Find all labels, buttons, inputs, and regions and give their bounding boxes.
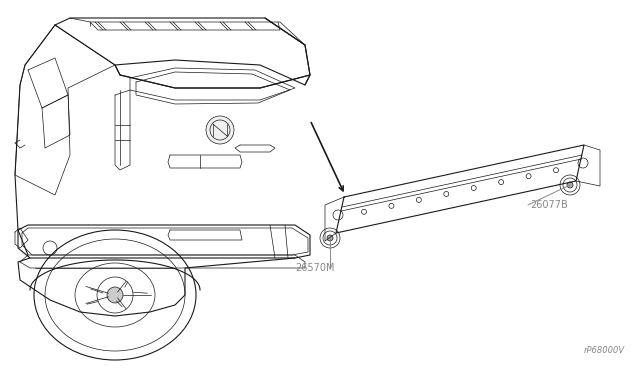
Text: rP68000V: rP68000V bbox=[584, 346, 625, 355]
Text: 26077B: 26077B bbox=[530, 200, 568, 210]
Circle shape bbox=[327, 235, 333, 241]
Circle shape bbox=[567, 182, 573, 188]
Text: 26570M: 26570M bbox=[295, 263, 335, 273]
Circle shape bbox=[206, 116, 234, 144]
Circle shape bbox=[107, 287, 123, 303]
